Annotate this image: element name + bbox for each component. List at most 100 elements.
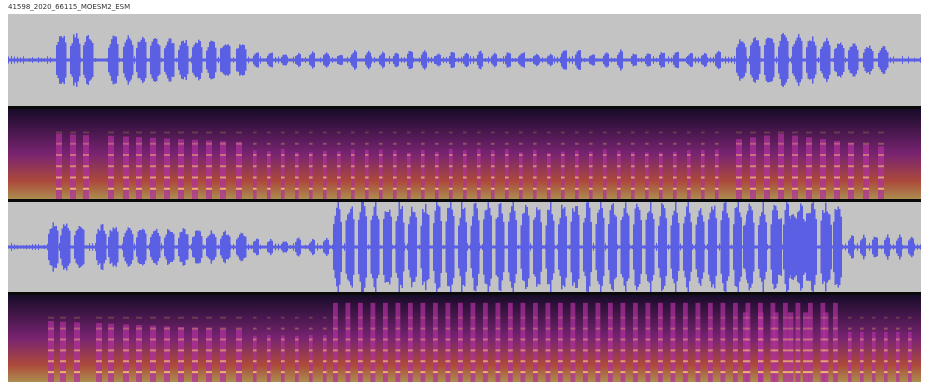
waveform-sample xyxy=(221,235,223,259)
channel-2-waveform[interactable] xyxy=(8,202,921,292)
spectrogram-harmonic xyxy=(743,349,749,352)
waveform-sample xyxy=(60,235,62,259)
spectrogram-harmonic xyxy=(743,338,749,341)
waveform-sample xyxy=(690,52,692,68)
spectrogram-column xyxy=(860,331,864,382)
waveform-noise xyxy=(47,56,48,64)
spectrogram-harmonic xyxy=(764,142,770,145)
spectrogram-harmonic xyxy=(164,131,170,134)
waveform-noise xyxy=(245,244,246,250)
spectrogram-column xyxy=(872,331,876,382)
spectrogram-harmonic xyxy=(220,371,226,374)
spectrogram-harmonic xyxy=(351,176,355,179)
waveform-noise xyxy=(695,244,696,250)
spectrogram-harmonic xyxy=(908,316,912,319)
spectrogram-harmonic xyxy=(617,142,621,145)
spectrogram-harmonic xyxy=(743,360,749,363)
spectrogram-harmonic xyxy=(192,154,198,156)
waveform-sample xyxy=(824,223,826,271)
spectrogram-harmonic xyxy=(333,338,338,341)
spectrogram-harmonic xyxy=(309,131,313,134)
spectrogram-harmonic xyxy=(164,371,170,374)
spectrogram-harmonic xyxy=(561,187,565,190)
channel-2-spectrogram[interactable] xyxy=(8,295,921,382)
spectrogram-harmonic xyxy=(495,327,501,330)
waveform-noise xyxy=(215,243,216,251)
waveform-sample xyxy=(336,207,338,287)
spectrogram-harmonic xyxy=(736,165,742,168)
waveform-noise xyxy=(707,244,708,250)
waveform-noise xyxy=(422,58,423,62)
waveform-noise xyxy=(221,58,222,62)
waveform-noise xyxy=(230,57,231,63)
waveform-sample xyxy=(739,39,741,81)
spectrogram-harmonic xyxy=(878,187,884,190)
waveform-sample xyxy=(463,56,465,64)
waveform-noise xyxy=(293,56,294,64)
spectrogram-harmonic xyxy=(333,360,338,363)
waveform-noise xyxy=(44,58,45,62)
spectrogram-harmonic xyxy=(896,349,900,352)
waveform-sample xyxy=(395,221,397,273)
waveform-noise xyxy=(38,57,39,63)
waveform-noise xyxy=(764,57,765,63)
spectrogram-harmonic xyxy=(267,131,271,134)
spectrogram-harmonic xyxy=(393,165,397,168)
spectrogram-column xyxy=(695,302,701,382)
waveform-plot xyxy=(8,202,921,292)
spectrogram-harmonic xyxy=(48,349,54,352)
spectrogram-harmonic xyxy=(863,154,869,156)
spectrogram-harmonic xyxy=(683,360,688,363)
spectrogram-harmonic xyxy=(365,176,369,179)
waveform-noise xyxy=(725,244,726,250)
spectrogram-harmonic xyxy=(701,154,705,156)
spectrogram-harmonic xyxy=(370,316,376,319)
waveform-noise xyxy=(458,57,459,63)
spectrogram-harmonic xyxy=(878,176,884,179)
waveform-sample xyxy=(459,217,461,277)
waveform-noise xyxy=(599,58,600,62)
waveform-sample xyxy=(603,55,605,65)
spectrogram-harmonic xyxy=(281,131,285,134)
spectrogram-harmonic xyxy=(96,371,102,374)
spectrogram-column xyxy=(736,139,742,199)
spectrogram-harmonic xyxy=(645,338,651,341)
waveform-noise xyxy=(272,243,273,251)
spectrogram-harmonic xyxy=(670,360,676,363)
spectrogram-harmonic xyxy=(695,327,701,330)
spectrogram-harmonic xyxy=(645,142,649,145)
spectrogram-column xyxy=(687,150,691,199)
channel-1-waveform[interactable] xyxy=(8,14,921,106)
spectrogram-column xyxy=(477,148,481,199)
waveform-sample xyxy=(99,230,101,264)
spectrogram-harmonic xyxy=(820,371,826,374)
spectrogram-harmonic xyxy=(150,154,156,156)
waveform-noise xyxy=(455,245,456,249)
waveform-noise xyxy=(383,243,384,251)
waveform-noise xyxy=(14,244,15,250)
spectrogram-harmonic xyxy=(823,360,829,363)
waveform-noise xyxy=(335,58,336,62)
spectrogram-harmonic xyxy=(407,131,411,134)
spectrogram-harmonic xyxy=(433,338,438,341)
spectrogram-harmonic xyxy=(795,338,801,341)
spectrogram-column xyxy=(508,302,513,382)
spectrogram-harmonic xyxy=(178,187,184,190)
spectrogram-column xyxy=(60,321,66,382)
waveform-noise xyxy=(455,58,456,62)
spectrogram-harmonic xyxy=(583,360,588,363)
spectrogram-harmonic xyxy=(533,349,538,352)
spectrogram-harmonic xyxy=(808,349,813,352)
waveform-noise xyxy=(752,244,753,250)
spectrogram-plot xyxy=(8,295,921,382)
spectrogram-harmonic xyxy=(345,360,351,363)
waveform-sample xyxy=(784,34,786,86)
spectrogram-harmonic xyxy=(123,338,129,341)
waveform-noise xyxy=(98,58,99,62)
channel-1-spectrogram[interactable] xyxy=(8,109,921,199)
spectrogram-harmonic xyxy=(589,131,593,134)
waveform-sample xyxy=(213,41,215,79)
waveform-noise xyxy=(641,245,642,249)
spectrogram-harmonic xyxy=(872,327,876,330)
spectrogram-harmonic xyxy=(820,316,826,319)
